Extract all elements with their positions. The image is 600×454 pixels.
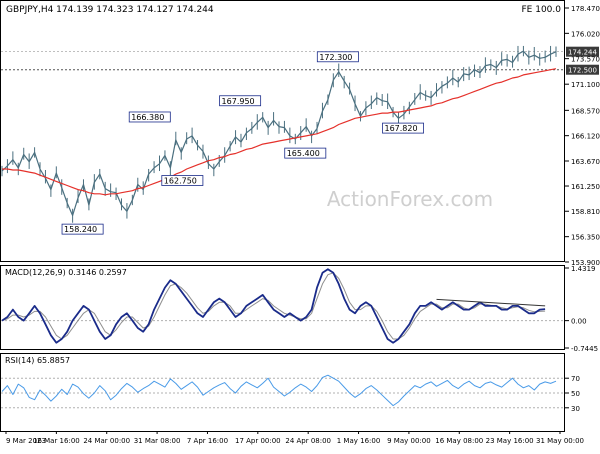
annotation-text: 167.950 xyxy=(222,97,255,106)
annotation-text: 172.300 xyxy=(319,53,352,62)
price-axis-tick-label: 156.350 xyxy=(571,234,600,242)
x-axis-tick-label: 24 Mar 00:00 xyxy=(83,437,130,445)
price-axis-tick-label: 158.810 xyxy=(571,208,600,216)
fe-label: FE 100.0 xyxy=(522,5,562,15)
price-series-line xyxy=(1,50,557,217)
macd-main-line xyxy=(1,268,546,344)
annotation-text: 165.400 xyxy=(287,149,320,158)
annotation-label: 166.380 xyxy=(128,111,171,123)
annotation-text: 158.240 xyxy=(64,225,97,234)
annotation-box xyxy=(128,111,171,123)
annotation-text: 166.380 xyxy=(131,113,164,122)
annotation-box xyxy=(284,147,327,159)
price-axis-tick-label: 171.100 xyxy=(571,81,600,89)
symbol-header: GBPJPY,H4 174.139 174.323 174.127 174.24… xyxy=(6,5,214,15)
price-panel-frame xyxy=(0,0,565,262)
rsi-title: RSI(14) 65.8857 xyxy=(5,356,70,365)
rsi-layer: 30 50 70 xyxy=(1,374,580,413)
x-axis-tick-label: 16 May 08:00 xyxy=(435,437,483,445)
macd-panel-frame xyxy=(0,265,565,350)
annotation-label: 165.400 xyxy=(284,147,327,159)
macd-axis-tick-label: 0.00 xyxy=(571,318,587,326)
annotation-box xyxy=(316,51,359,63)
annotation-box xyxy=(61,223,104,235)
x-axis-tick-label: 7 Apr 16:00 xyxy=(187,437,228,445)
x-axis-tick-label: 1 May 16:00 xyxy=(337,437,381,445)
macd-axis-tick-label: -0.7445 xyxy=(571,345,598,353)
rsi-axis-tick-label: 50 xyxy=(571,390,580,398)
rsi-axis-tick-label: 30 xyxy=(571,405,580,413)
x-axis-tick-label: 17 Apr 00:00 xyxy=(235,437,281,445)
x-axis-tick-label: 31 May 00:00 xyxy=(536,437,584,445)
price-axis-tick-label: 163.670 xyxy=(571,158,600,166)
macd-title: MACD(12,26,9) 0.3146 0.2597 xyxy=(5,268,127,277)
price-layer: 153.900 156.350 158.810 161.250 163.670 166.1… xyxy=(1,5,600,267)
annotation-box xyxy=(161,175,204,186)
reference-level-tag: 172.500 xyxy=(566,64,599,75)
watermark: ActionForex.com xyxy=(327,187,493,211)
rsi-line xyxy=(1,374,557,407)
annotation-label: 162.750 xyxy=(161,175,204,186)
annotation-label: 167.820 xyxy=(382,122,424,134)
x-axis-tick-label: 9 Mar 2023 xyxy=(6,437,46,445)
price-axis-tick-label: 173.570 xyxy=(571,56,600,64)
current-price-tag: 174.244 xyxy=(566,46,599,57)
annotation-label: 167.950 xyxy=(219,95,262,107)
x-axis-tick-label: 9 May 00:00 xyxy=(387,437,431,445)
annotation-box xyxy=(219,95,262,107)
price-axis-tick-label: 161.250 xyxy=(571,183,600,191)
price-axis-tick-label: 168.570 xyxy=(571,107,600,115)
macd-layer: -0.7445 0.00 1.4319 xyxy=(1,265,598,353)
macd-axis-tick-label: 1.4319 xyxy=(571,265,596,273)
x-axis-tick-label: 23 May 16:00 xyxy=(486,437,534,445)
price-axis-tick-label: 153.900 xyxy=(571,259,600,267)
annotation-text: 167.820 xyxy=(384,124,417,133)
reference-level-tag-bg xyxy=(566,64,599,75)
macd-trendline xyxy=(436,298,546,307)
price-axis-tick-label: 166.120 xyxy=(571,133,600,141)
annotation-box xyxy=(382,122,424,134)
moving-average-line xyxy=(2,68,557,196)
rsi-panel-frame xyxy=(0,353,565,432)
current-price-tag-text: 174.244 xyxy=(568,49,597,57)
price-axis-tick-label: 178.470 xyxy=(571,5,600,13)
annotation-label: 172.300 xyxy=(316,51,359,63)
x-axis-tick-label: 31 Mar 08:00 xyxy=(134,437,181,445)
price-axis-tick-label: 176.020 xyxy=(571,30,600,38)
reference-level-tag-text: 172.500 xyxy=(568,67,597,75)
current-price-tag-bg xyxy=(566,46,599,57)
x-axis-tick-label: 24 Apr 08:00 xyxy=(285,437,331,445)
annotation-label: 158.240 xyxy=(61,223,104,235)
annotation-text: 162.750 xyxy=(164,177,197,186)
x-axis-tick-label: 16 Mar 16:00 xyxy=(33,437,80,445)
rsi-axis-tick-label: 70 xyxy=(571,375,580,383)
